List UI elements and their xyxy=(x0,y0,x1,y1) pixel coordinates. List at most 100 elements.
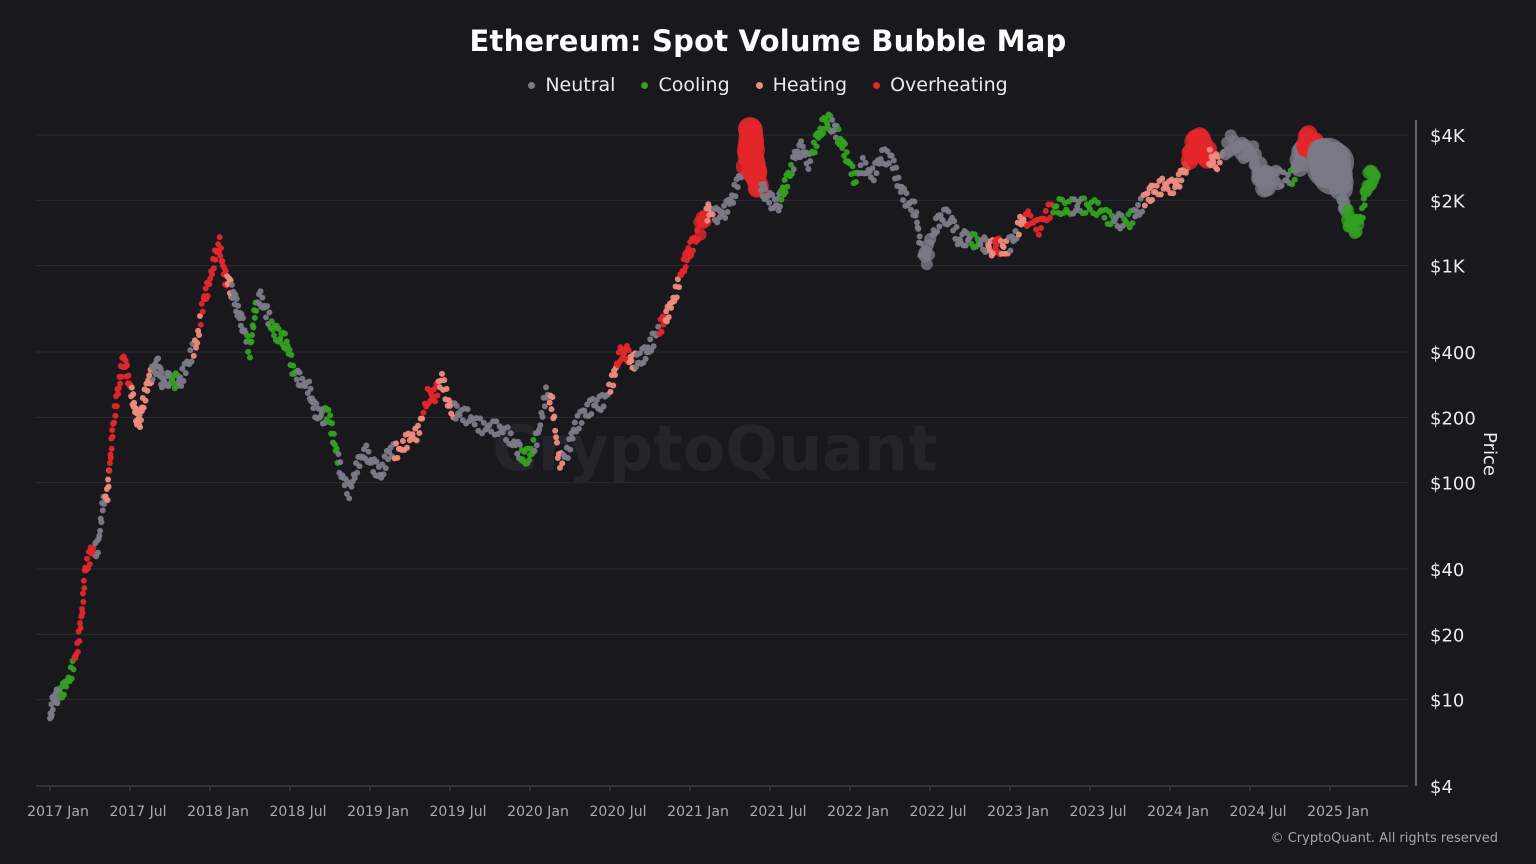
data-point-neutral xyxy=(908,206,915,213)
watermark: CryptoQuant xyxy=(492,412,938,485)
data-point-neutral xyxy=(486,422,493,429)
data-point-overheating xyxy=(106,459,113,466)
data-point-neutral xyxy=(239,315,246,322)
data-point-heating xyxy=(559,460,566,467)
data-point-cooling xyxy=(250,324,257,331)
data-point-cooling xyxy=(329,420,336,427)
data-point-overheating xyxy=(204,293,211,300)
data-point-cooling xyxy=(784,183,791,190)
data-point-cooling xyxy=(244,332,251,339)
data-point-cooling xyxy=(1368,169,1381,182)
data-point-neutral xyxy=(714,219,721,226)
data-point-neutral xyxy=(293,376,300,383)
data-point-neutral xyxy=(790,166,797,173)
data-point-heating xyxy=(190,352,197,359)
x-tick-label: 2024 Jul xyxy=(1230,804,1287,820)
data-point-neutral xyxy=(581,407,588,414)
data-point-neutral xyxy=(543,384,549,391)
data-point-heating xyxy=(665,314,672,321)
data-point-overheating xyxy=(90,544,97,551)
data-point-neutral xyxy=(762,185,769,192)
data-point-overheating xyxy=(84,555,91,562)
data-point-heating xyxy=(628,357,635,364)
data-point-heating xyxy=(1178,177,1185,184)
data-point-neutral xyxy=(936,223,943,230)
data-point-overheating xyxy=(106,467,113,474)
data-point-heating xyxy=(144,387,151,394)
data-point-neutral xyxy=(299,375,306,382)
data-point-cooling xyxy=(1289,181,1296,188)
data-point-heating xyxy=(196,331,203,338)
data-point-neutral xyxy=(155,355,162,362)
data-point-heating xyxy=(612,371,619,378)
data-point-overheating xyxy=(682,264,689,271)
data-point-heating xyxy=(1183,169,1189,176)
data-point-neutral xyxy=(464,406,471,413)
data-point-heating xyxy=(548,406,555,413)
legend-item-heating[interactable]: Heating xyxy=(755,74,847,96)
data-point-neutral xyxy=(307,385,314,392)
data-point-heating xyxy=(413,437,420,444)
data-point-neutral xyxy=(493,418,500,425)
data-point-neutral xyxy=(915,225,922,232)
data-point-cooling xyxy=(788,170,795,177)
legend-item-neutral[interactable]: Neutral xyxy=(528,74,615,96)
y-tick-label: $20 xyxy=(1430,625,1464,646)
data-point-cooling xyxy=(841,140,848,147)
data-point-neutral xyxy=(233,295,240,302)
data-point-cooling xyxy=(283,338,290,345)
data-point-neutral xyxy=(380,471,387,478)
data-point-overheating xyxy=(108,445,115,452)
x-tick-label: 2021 Jan xyxy=(667,804,729,820)
data-point-heating xyxy=(1173,177,1180,184)
x-tick-label: 2022 Jul xyxy=(910,804,967,820)
x-tick-label: 2025 Jan xyxy=(1307,804,1369,820)
data-point-neutral xyxy=(1007,247,1014,254)
data-point-neutral xyxy=(642,355,649,362)
data-point-neutral xyxy=(149,376,156,383)
data-point-heating xyxy=(393,440,400,447)
data-point-heating xyxy=(1015,231,1022,238)
data-point-cooling xyxy=(820,130,827,137)
x-tick-label: 2022 Jan xyxy=(827,804,889,820)
data-point-neutral xyxy=(977,241,984,248)
y-tick-label: $40 xyxy=(1430,560,1464,581)
data-point-overheating xyxy=(79,590,86,597)
data-point-neutral xyxy=(831,127,837,134)
data-point-neutral xyxy=(564,454,571,461)
legend-item-overheating[interactable]: Overheating xyxy=(873,74,1008,96)
data-point-neutral xyxy=(913,219,920,226)
y-tick-label: $10 xyxy=(1430,691,1464,712)
data-point-overheating xyxy=(115,385,122,392)
data-point-neutral xyxy=(159,384,165,391)
data-point-neutral xyxy=(480,419,487,426)
data-point-heating xyxy=(399,437,406,444)
data-point-overheating xyxy=(217,252,224,259)
data-point-overheating xyxy=(113,403,120,410)
data-point-neutral xyxy=(452,415,459,422)
data-point-neutral xyxy=(453,402,460,409)
data-point-overheating xyxy=(212,256,219,263)
legend-marker-neutral xyxy=(528,81,536,89)
legend-item-cooling[interactable]: Cooling xyxy=(641,74,730,96)
data-point-overheating xyxy=(1047,214,1053,221)
data-point-neutral xyxy=(99,507,106,514)
data-point-neutral xyxy=(182,370,189,377)
data-point-neutral xyxy=(351,474,358,481)
data-point-neutral xyxy=(805,166,812,173)
data-point-neutral xyxy=(49,706,56,713)
data-point-heating xyxy=(105,483,112,490)
data-point-overheating xyxy=(118,373,125,380)
data-point-heating xyxy=(551,413,558,420)
data-point-neutral xyxy=(760,180,767,187)
data-point-neutral xyxy=(310,405,317,412)
data-point-neutral xyxy=(951,218,958,225)
y-tick-label: $200 xyxy=(1430,408,1476,429)
data-point-heating xyxy=(553,434,560,441)
data-point-neutral xyxy=(794,148,801,155)
data-point-cooling xyxy=(817,125,824,132)
data-point-overheating xyxy=(432,398,439,405)
data-point-neutral xyxy=(722,214,729,221)
x-tick-label: 2018 Jul xyxy=(270,804,327,820)
data-point-cooling xyxy=(253,308,260,315)
